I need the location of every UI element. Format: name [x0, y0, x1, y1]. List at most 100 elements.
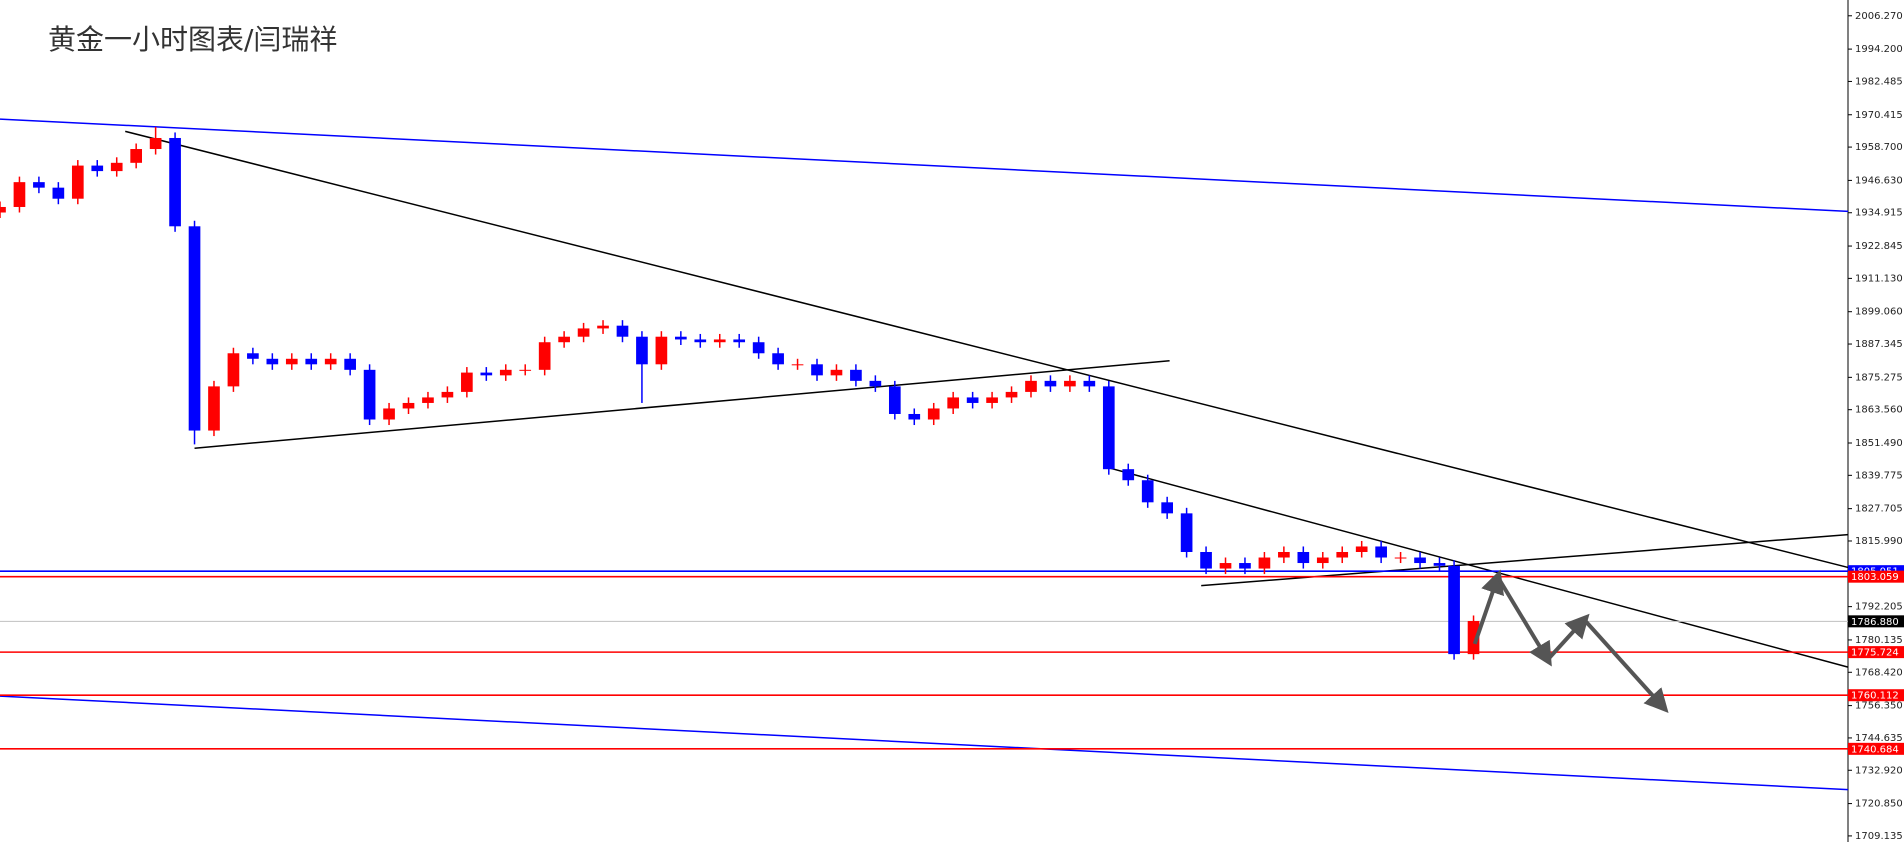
candle-body — [908, 413, 921, 420]
candle-body — [441, 391, 454, 398]
candle-body — [966, 397, 979, 403]
candle-body — [519, 369, 532, 371]
level-tag — [1848, 689, 1904, 702]
candle-body — [91, 165, 104, 172]
candle-body — [577, 328, 590, 337]
candle-body — [110, 162, 123, 172]
candle-body — [850, 369, 862, 381]
candle-body — [1239, 563, 1251, 569]
y-tick-label: 1827.705 — [1855, 504, 1903, 515]
candle-body — [791, 364, 804, 366]
y-tick-label: 1863.560 — [1855, 405, 1903, 416]
candle-body — [830, 369, 843, 376]
candle-body — [247, 353, 259, 359]
candle-body — [558, 336, 570, 343]
candle-body — [1180, 513, 1193, 552]
trendline — [1108, 467, 1849, 668]
candle-body — [305, 358, 318, 365]
chart-title: 黄金一小时图表/闫瑞祥 — [48, 23, 337, 56]
candle-body — [1258, 557, 1271, 569]
y-tick-label: 1732.920 — [1855, 765, 1903, 776]
candle-body — [1414, 557, 1426, 564]
y-tick-label: 1922.845 — [1855, 241, 1903, 252]
projection-arrow — [1546, 613, 1590, 661]
level-label: 1740.684 — [1851, 744, 1899, 755]
candle-body — [130, 149, 143, 163]
candle-body — [383, 408, 395, 420]
candle-body — [1083, 380, 1096, 387]
y-tick-label: 1911.130 — [1855, 273, 1903, 284]
candle-body — [538, 342, 551, 370]
projection-arrow — [1472, 569, 1504, 645]
candle-body — [1278, 551, 1290, 558]
y-tick-label: 1780.135 — [1855, 635, 1903, 646]
candle-body — [1064, 380, 1076, 387]
candle-body — [811, 364, 823, 376]
candle-body — [752, 342, 765, 354]
candle-body — [461, 372, 473, 392]
y-tick-label: 1720.850 — [1855, 799, 1903, 810]
candle-body — [597, 325, 609, 329]
candle-body — [1219, 563, 1232, 569]
candle-body — [422, 397, 434, 403]
candle-body — [636, 336, 648, 365]
candle-body — [52, 187, 65, 199]
candle-body — [1316, 557, 1329, 564]
candle-body — [402, 402, 415, 409]
y-tick-label: 1958.700 — [1855, 142, 1903, 153]
y-tick-label: 1792.205 — [1855, 602, 1903, 613]
candle-body — [1355, 546, 1368, 552]
y-tick-label: 1887.345 — [1855, 339, 1903, 350]
candle-body — [986, 397, 998, 403]
candle-body — [655, 336, 668, 365]
candle-body — [1375, 546, 1387, 558]
candle-body — [1297, 551, 1310, 564]
y-tick-label: 1744.635 — [1855, 733, 1903, 744]
candle-body — [616, 325, 629, 337]
y-tick-label: 1768.420 — [1855, 667, 1903, 678]
candle-body — [1161, 502, 1173, 514]
candle-body — [71, 165, 84, 199]
y-tick-label: 1709.135 — [1855, 831, 1903, 842]
candle-body — [1448, 565, 1460, 655]
level-label: 1760.112 — [1851, 691, 1899, 702]
candle-body — [1122, 469, 1135, 481]
projection-arrow — [1582, 618, 1669, 714]
trendline — [0, 118, 1849, 213]
candle-body — [694, 339, 707, 343]
trendline — [125, 130, 1849, 569]
candle-body — [1044, 380, 1057, 387]
y-tick-label: 2006.270 — [1855, 11, 1903, 22]
candle-body — [285, 358, 298, 365]
y-tick-label: 1899.060 — [1855, 307, 1903, 318]
candle-body — [266, 358, 279, 365]
candle-body — [149, 137, 162, 150]
y-tick-label: 1982.485 — [1855, 76, 1903, 87]
candle-body — [344, 358, 356, 370]
candle-body — [1467, 620, 1480, 655]
candle-body — [927, 408, 940, 420]
level-tag — [1848, 646, 1904, 659]
candle-body — [1025, 380, 1037, 392]
candle-body — [480, 372, 493, 376]
candle-body — [869, 380, 882, 387]
projection-arrow — [1496, 576, 1552, 667]
candle-body — [169, 137, 181, 227]
y-tick-label: 1851.490 — [1855, 438, 1903, 449]
y-tick-label: 1875.275 — [1855, 372, 1903, 383]
candle-body — [1336, 551, 1349, 558]
candle-body — [0, 206, 6, 213]
level-label: 1786.880 — [1851, 617, 1899, 628]
candle-body — [675, 336, 687, 340]
y-tick-label: 1946.630 — [1855, 175, 1903, 186]
y-tick-label: 1839.775 — [1855, 470, 1903, 481]
level-tag — [1848, 570, 1904, 583]
y-tick-label: 1815.990 — [1855, 536, 1903, 547]
candle-body — [1141, 480, 1154, 503]
y-tick-label: 1934.915 — [1855, 208, 1903, 219]
candle-body — [1005, 391, 1018, 398]
y-tick-label: 1994.200 — [1855, 44, 1903, 55]
candle-body — [188, 226, 201, 431]
